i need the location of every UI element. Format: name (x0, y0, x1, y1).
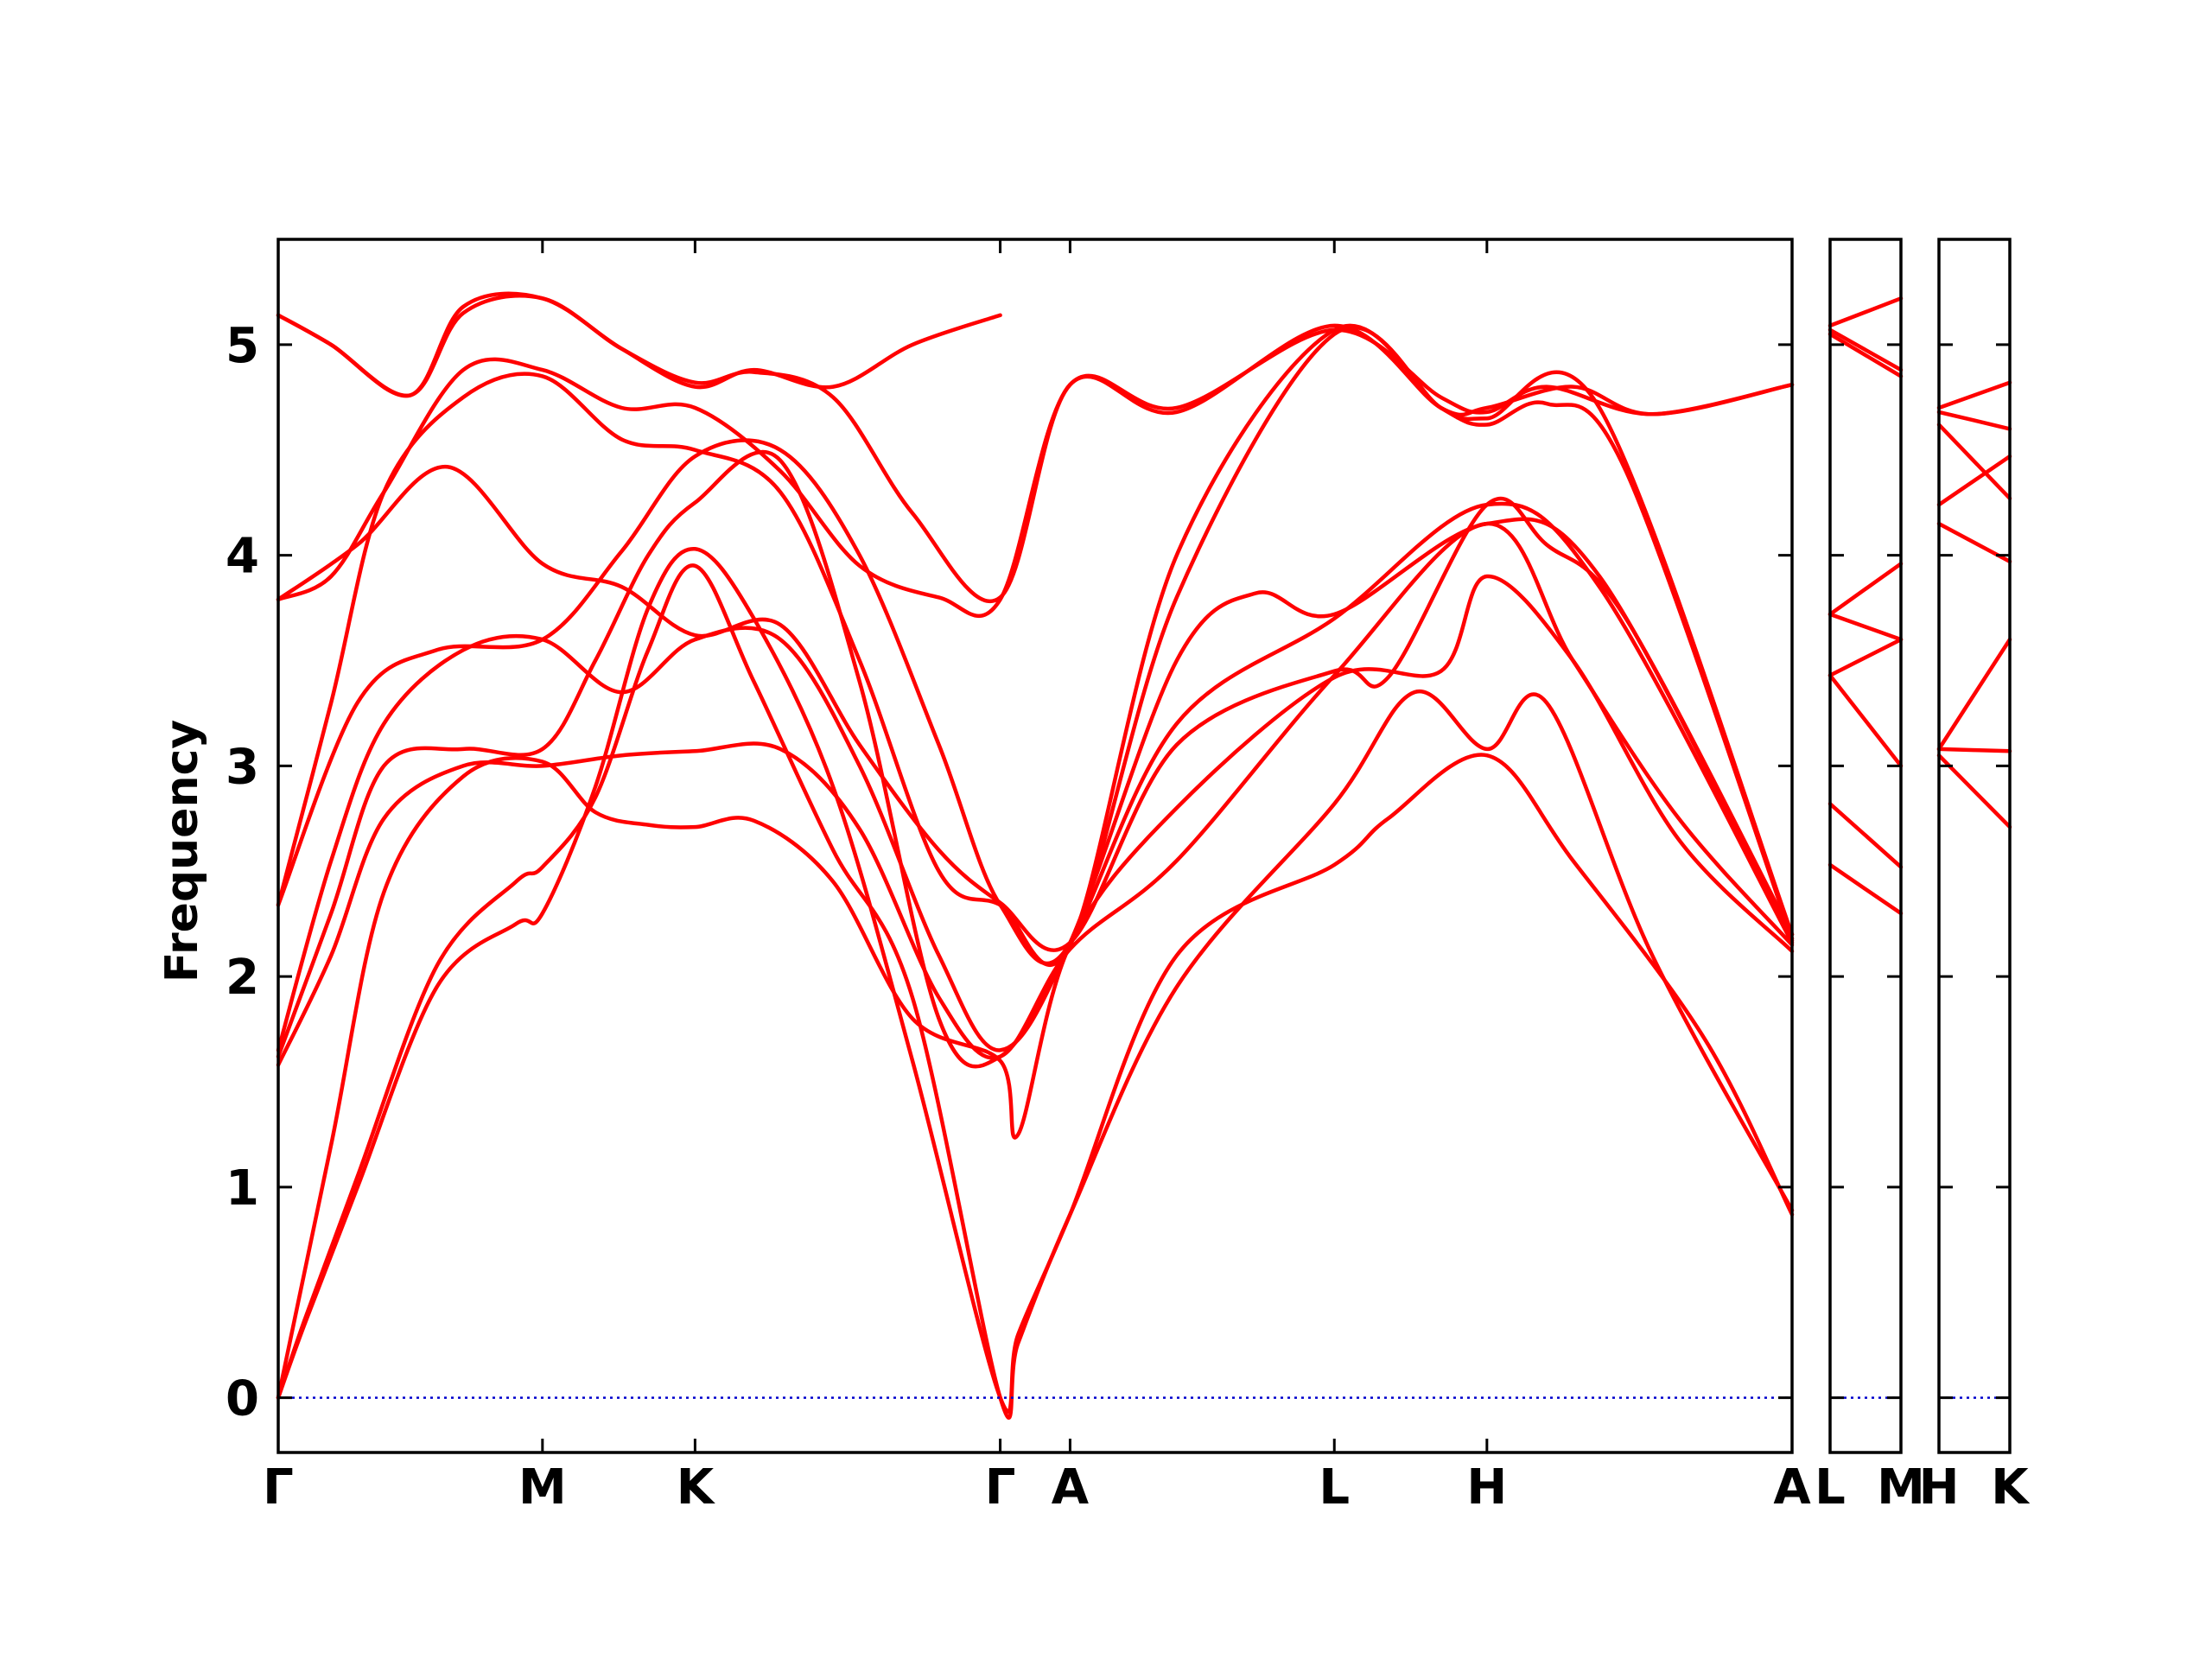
y-tick-label: 5 (226, 318, 259, 374)
x-tick-label: L (1815, 1459, 1846, 1516)
band-line-panel2-8 (1827, 327, 1904, 372)
band-line-panel3-1 (1936, 753, 2012, 830)
band-line-panel2-7 (1827, 332, 1904, 378)
band-line-panel3-7 (1936, 410, 2012, 431)
band-line-panel2-2 (1827, 802, 1904, 869)
y-tick-label: 0 (226, 1371, 259, 1427)
y-tick-label: 4 (226, 529, 259, 585)
band-line-panel2-4 (1827, 637, 1904, 677)
band-line-panel3-6 (1936, 423, 2012, 501)
band-line-panel1-3 (276, 574, 1795, 1400)
band-line-panel2-1 (1827, 862, 1904, 916)
band-line-panel1-9 (276, 465, 1795, 952)
band-line-panel1-8 (276, 323, 1795, 967)
band-line-panel2-6 (1827, 562, 1904, 617)
x-tick-label: H (1919, 1459, 1960, 1516)
x-tick-label: K (1991, 1459, 2031, 1516)
band-line-panel3-2 (1936, 747, 2012, 753)
tick-layer (276, 239, 2012, 1452)
band-line-panel1-12 (276, 291, 1002, 398)
band-line-panel3-3 (1936, 637, 2012, 752)
x-tick-label: K (677, 1459, 716, 1516)
band-line-panel2-9 (1827, 296, 1904, 328)
y-tick-label: 1 (226, 1160, 259, 1217)
x-tick-label: A (1773, 1459, 1811, 1516)
band-line-panel1-7 (276, 325, 1795, 966)
band-line-panel1-6 (276, 517, 1795, 1052)
band-line-panel1-11 (276, 294, 1795, 604)
band-line-panel1-4 (276, 521, 1795, 1067)
x-tick-label: H (1466, 1459, 1507, 1516)
panel-frame (276, 238, 1794, 1454)
bands-layer (276, 291, 2012, 1420)
band-line-panel1-5 (276, 449, 1795, 1069)
panel-frame (1828, 238, 1903, 1454)
y-axis-label: Frequency (156, 720, 208, 982)
y-tick-label: 3 (226, 739, 259, 795)
frame-layer (276, 238, 2012, 1454)
band-line-panel1-10 (276, 327, 1795, 619)
band-line-panel3-8 (1936, 380, 2012, 410)
x-tick-label: Γ (263, 1459, 294, 1516)
x-tick-label: M (518, 1459, 567, 1516)
x-tick-label: A (1052, 1459, 1090, 1516)
band-line-panel3-4 (1936, 521, 2012, 564)
x-tick-label: L (1319, 1459, 1350, 1516)
panel-frame (1937, 238, 2012, 1454)
y-tick-label: 2 (226, 950, 259, 1006)
x-tick-label: M (1877, 1459, 1925, 1516)
band-line-panel2-5 (1827, 612, 1904, 642)
band-line-panel3-5 (1936, 454, 2012, 507)
band-line-panel1-1 (276, 547, 1795, 1414)
x-tick-label: Γ (985, 1459, 1016, 1516)
band-line-panel1-2 (276, 563, 1795, 1420)
band-line-panel2-3 (1827, 673, 1904, 768)
